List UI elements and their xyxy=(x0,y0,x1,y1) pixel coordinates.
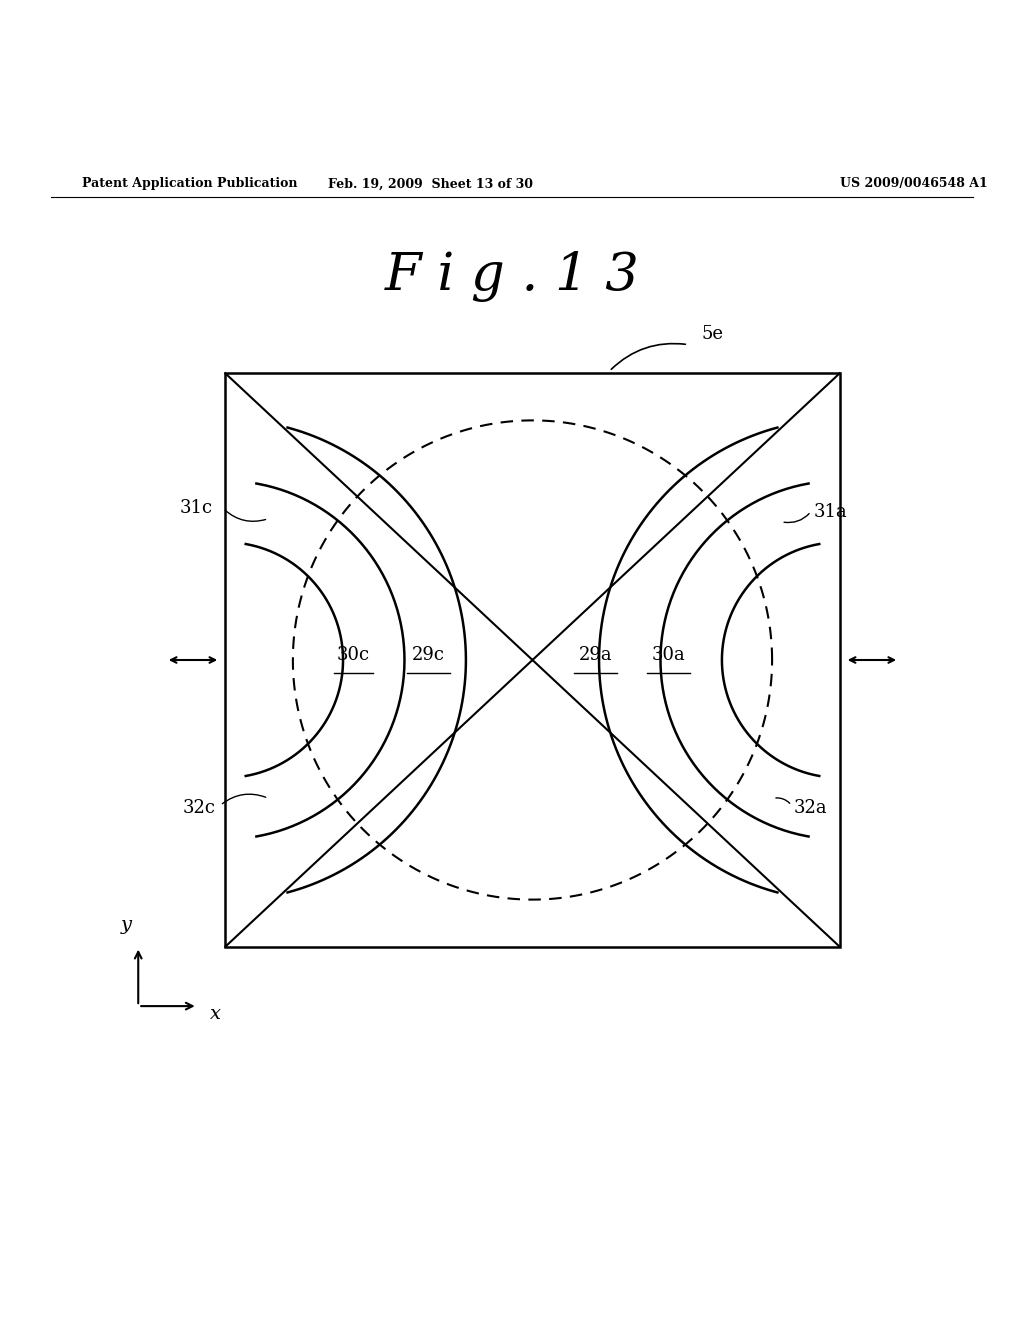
Text: 31c: 31c xyxy=(179,499,212,517)
Text: 32c: 32c xyxy=(182,800,215,817)
Text: 29c: 29c xyxy=(412,645,444,664)
Text: Feb. 19, 2009  Sheet 13 of 30: Feb. 19, 2009 Sheet 13 of 30 xyxy=(328,177,532,190)
Text: 30c: 30c xyxy=(337,645,370,664)
Text: Patent Application Publication: Patent Application Publication xyxy=(82,177,297,190)
Text: 29a: 29a xyxy=(580,645,612,664)
Text: 31a: 31a xyxy=(814,503,848,520)
Text: F i g . 1 3: F i g . 1 3 xyxy=(385,251,639,301)
Text: 32a: 32a xyxy=(794,800,827,817)
Text: x: x xyxy=(210,1006,221,1023)
Text: 30a: 30a xyxy=(652,645,685,664)
Text: US 2009/0046548 A1: US 2009/0046548 A1 xyxy=(840,177,987,190)
Text: 5e: 5e xyxy=(701,325,723,343)
Text: y: y xyxy=(121,916,131,935)
